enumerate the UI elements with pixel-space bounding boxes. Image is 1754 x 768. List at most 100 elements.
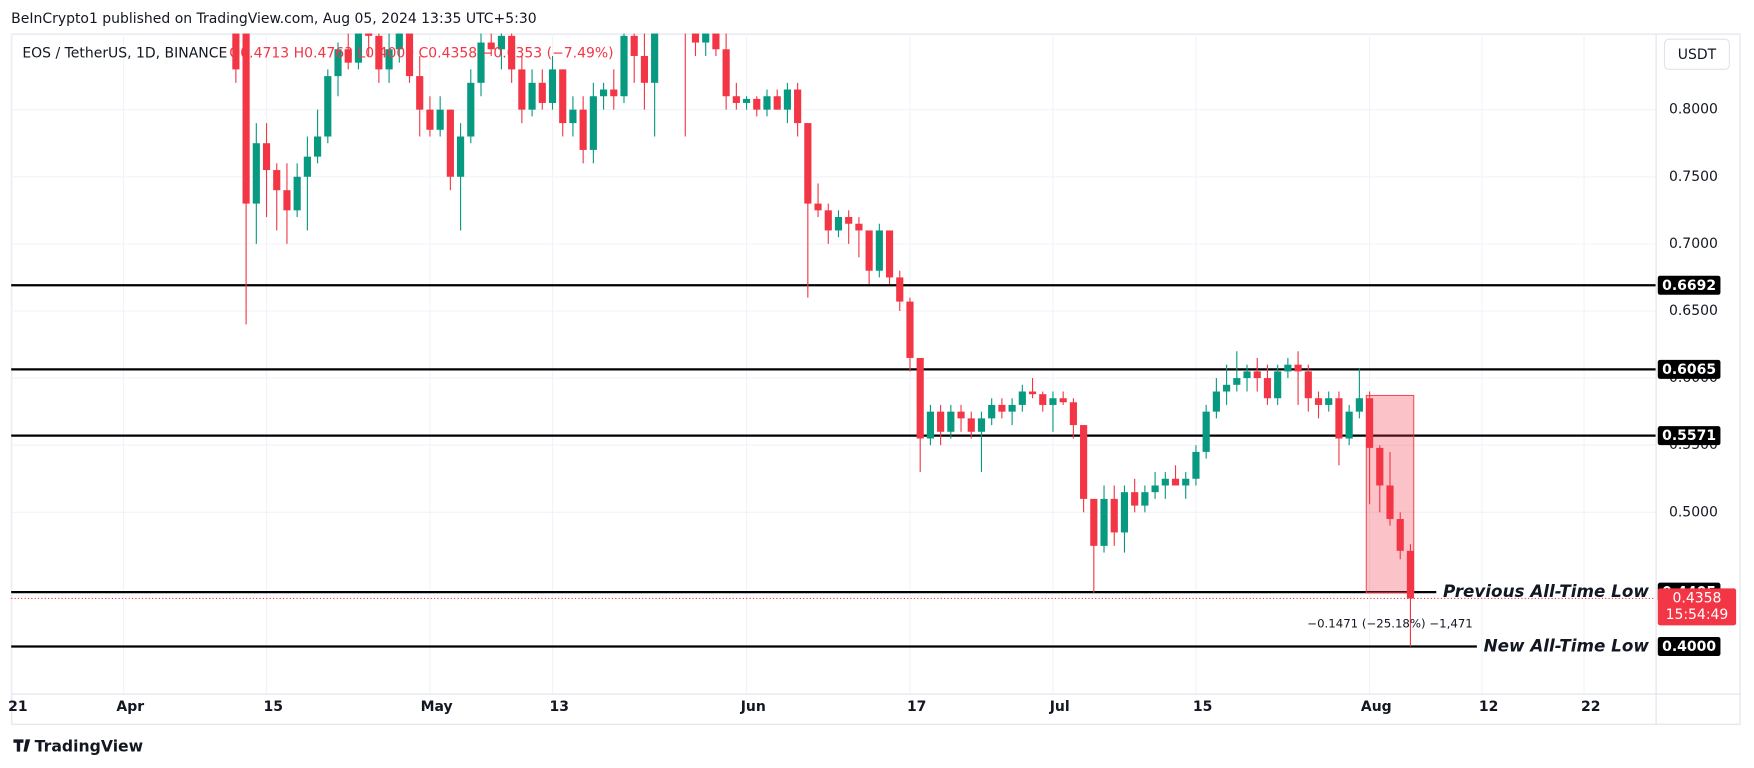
candle-body bbox=[1304, 371, 1312, 399]
candle-body bbox=[1131, 492, 1139, 506]
y-tick-label: 0.8000 bbox=[1669, 102, 1718, 118]
candle-body bbox=[712, 33, 720, 50]
x-tick-label: May bbox=[421, 699, 453, 715]
candle-body bbox=[814, 203, 822, 211]
candle-body bbox=[1039, 394, 1047, 405]
x-tick-label: 15 bbox=[1193, 699, 1212, 715]
candle-body bbox=[569, 109, 577, 124]
brand-logo bbox=[13, 739, 31, 752]
candles bbox=[232, 33, 1415, 647]
candle-body bbox=[354, 33, 363, 63]
candle-body bbox=[763, 96, 771, 110]
candle-body bbox=[1366, 398, 1374, 448]
levels bbox=[11, 284, 1656, 648]
last-price-box bbox=[1657, 588, 1737, 626]
x-tick-label: 15 bbox=[264, 699, 283, 715]
candle-body bbox=[405, 33, 414, 77]
candle-body bbox=[242, 33, 250, 204]
candle-body bbox=[977, 418, 986, 432]
level-price-box bbox=[1657, 359, 1721, 379]
candle-body bbox=[896, 277, 904, 302]
ohlc-legend: O0.4713 H0.4763 L0.4000 C0.4358 −0.0353 … bbox=[229, 46, 613, 62]
candle-body bbox=[467, 82, 475, 137]
candle-body bbox=[1171, 478, 1180, 486]
labels: 0.80000.75000.70000.65000.60000.55000.50… bbox=[8, 102, 1737, 715]
candle-body bbox=[252, 143, 260, 204]
candle-body bbox=[579, 109, 587, 150]
candle-body bbox=[446, 109, 454, 177]
candle-body bbox=[508, 35, 516, 70]
candle-body bbox=[610, 89, 618, 97]
x-tick-label: 13 bbox=[549, 699, 568, 715]
candle-body bbox=[1325, 398, 1333, 405]
candle-body bbox=[273, 170, 281, 191]
candle-body bbox=[497, 35, 506, 50]
candle-body bbox=[1274, 371, 1282, 399]
candle-body bbox=[1314, 398, 1323, 405]
level-price-box bbox=[1657, 426, 1721, 446]
grid bbox=[10, 33, 1656, 694]
candle-body bbox=[1069, 402, 1077, 426]
candle-body bbox=[702, 33, 710, 43]
candle-body bbox=[1080, 425, 1088, 499]
candle-body bbox=[1202, 411, 1210, 452]
candle-body bbox=[1253, 371, 1261, 379]
level-price-box bbox=[1657, 275, 1721, 295]
currency-label[interactable]: USDT bbox=[1678, 47, 1717, 63]
candle-body bbox=[998, 404, 1006, 412]
candle-body bbox=[1376, 447, 1384, 486]
candle-body bbox=[783, 89, 791, 110]
publish-info: BeInCrypto1 published on TradingView.com… bbox=[11, 11, 536, 27]
candle-body bbox=[855, 223, 863, 231]
candle-body bbox=[947, 411, 955, 432]
candle-body bbox=[988, 404, 996, 419]
candle-body bbox=[865, 230, 873, 271]
x-tick-label: Aug bbox=[1361, 699, 1392, 715]
candle-body bbox=[1192, 451, 1200, 479]
candle-body bbox=[1090, 498, 1098, 546]
candle-body bbox=[477, 42, 485, 83]
candle-body bbox=[885, 230, 894, 278]
candle-body bbox=[875, 230, 883, 271]
brand-name: TradingView bbox=[35, 737, 143, 756]
y-tick-label: 0.7000 bbox=[1669, 236, 1718, 252]
candle-body bbox=[599, 89, 608, 97]
candle-body bbox=[416, 76, 424, 110]
candle-body bbox=[1212, 391, 1220, 412]
x-tick-label: Jun bbox=[740, 699, 766, 715]
level-annotation: New All-Time Low bbox=[1484, 636, 1650, 656]
candle-body bbox=[845, 217, 853, 224]
level-annotation: Previous All-Time Low bbox=[1443, 581, 1649, 601]
candle-body bbox=[967, 418, 975, 432]
candle-body bbox=[1182, 478, 1190, 486]
candle-body bbox=[1028, 391, 1037, 395]
candle-body bbox=[937, 411, 945, 432]
candle-body bbox=[916, 357, 924, 439]
candle-body bbox=[1406, 550, 1415, 599]
candle-body bbox=[375, 35, 383, 70]
candle-body bbox=[395, 33, 403, 50]
candle-body bbox=[559, 69, 567, 124]
candle-body bbox=[1335, 398, 1343, 439]
candle-body bbox=[334, 49, 342, 77]
candle-body bbox=[1100, 498, 1108, 546]
candle-body bbox=[926, 411, 934, 439]
candle-body bbox=[742, 98, 751, 103]
x-tick-label: 22 bbox=[1581, 699, 1600, 715]
candle-body bbox=[753, 98, 761, 110]
y-tick-label: 0.6500 bbox=[1669, 303, 1718, 319]
candle-body bbox=[528, 82, 536, 110]
level-price-box bbox=[1657, 637, 1721, 657]
candle-body bbox=[589, 96, 597, 150]
candle-body bbox=[773, 96, 781, 110]
candle-body bbox=[548, 69, 557, 103]
candle-body bbox=[426, 109, 434, 130]
candle-body bbox=[487, 42, 495, 50]
symbol-title: EOS / TetherUS, 1D, BINANCE bbox=[22, 46, 227, 62]
candle-body bbox=[385, 49, 393, 70]
level-price-label: 0.6065 bbox=[1662, 362, 1716, 378]
candle-body bbox=[630, 35, 638, 56]
last-price-label: 0.4358 bbox=[1673, 590, 1722, 606]
currency-button[interactable] bbox=[1663, 38, 1730, 70]
x-tick-label: 17 bbox=[907, 699, 926, 715]
